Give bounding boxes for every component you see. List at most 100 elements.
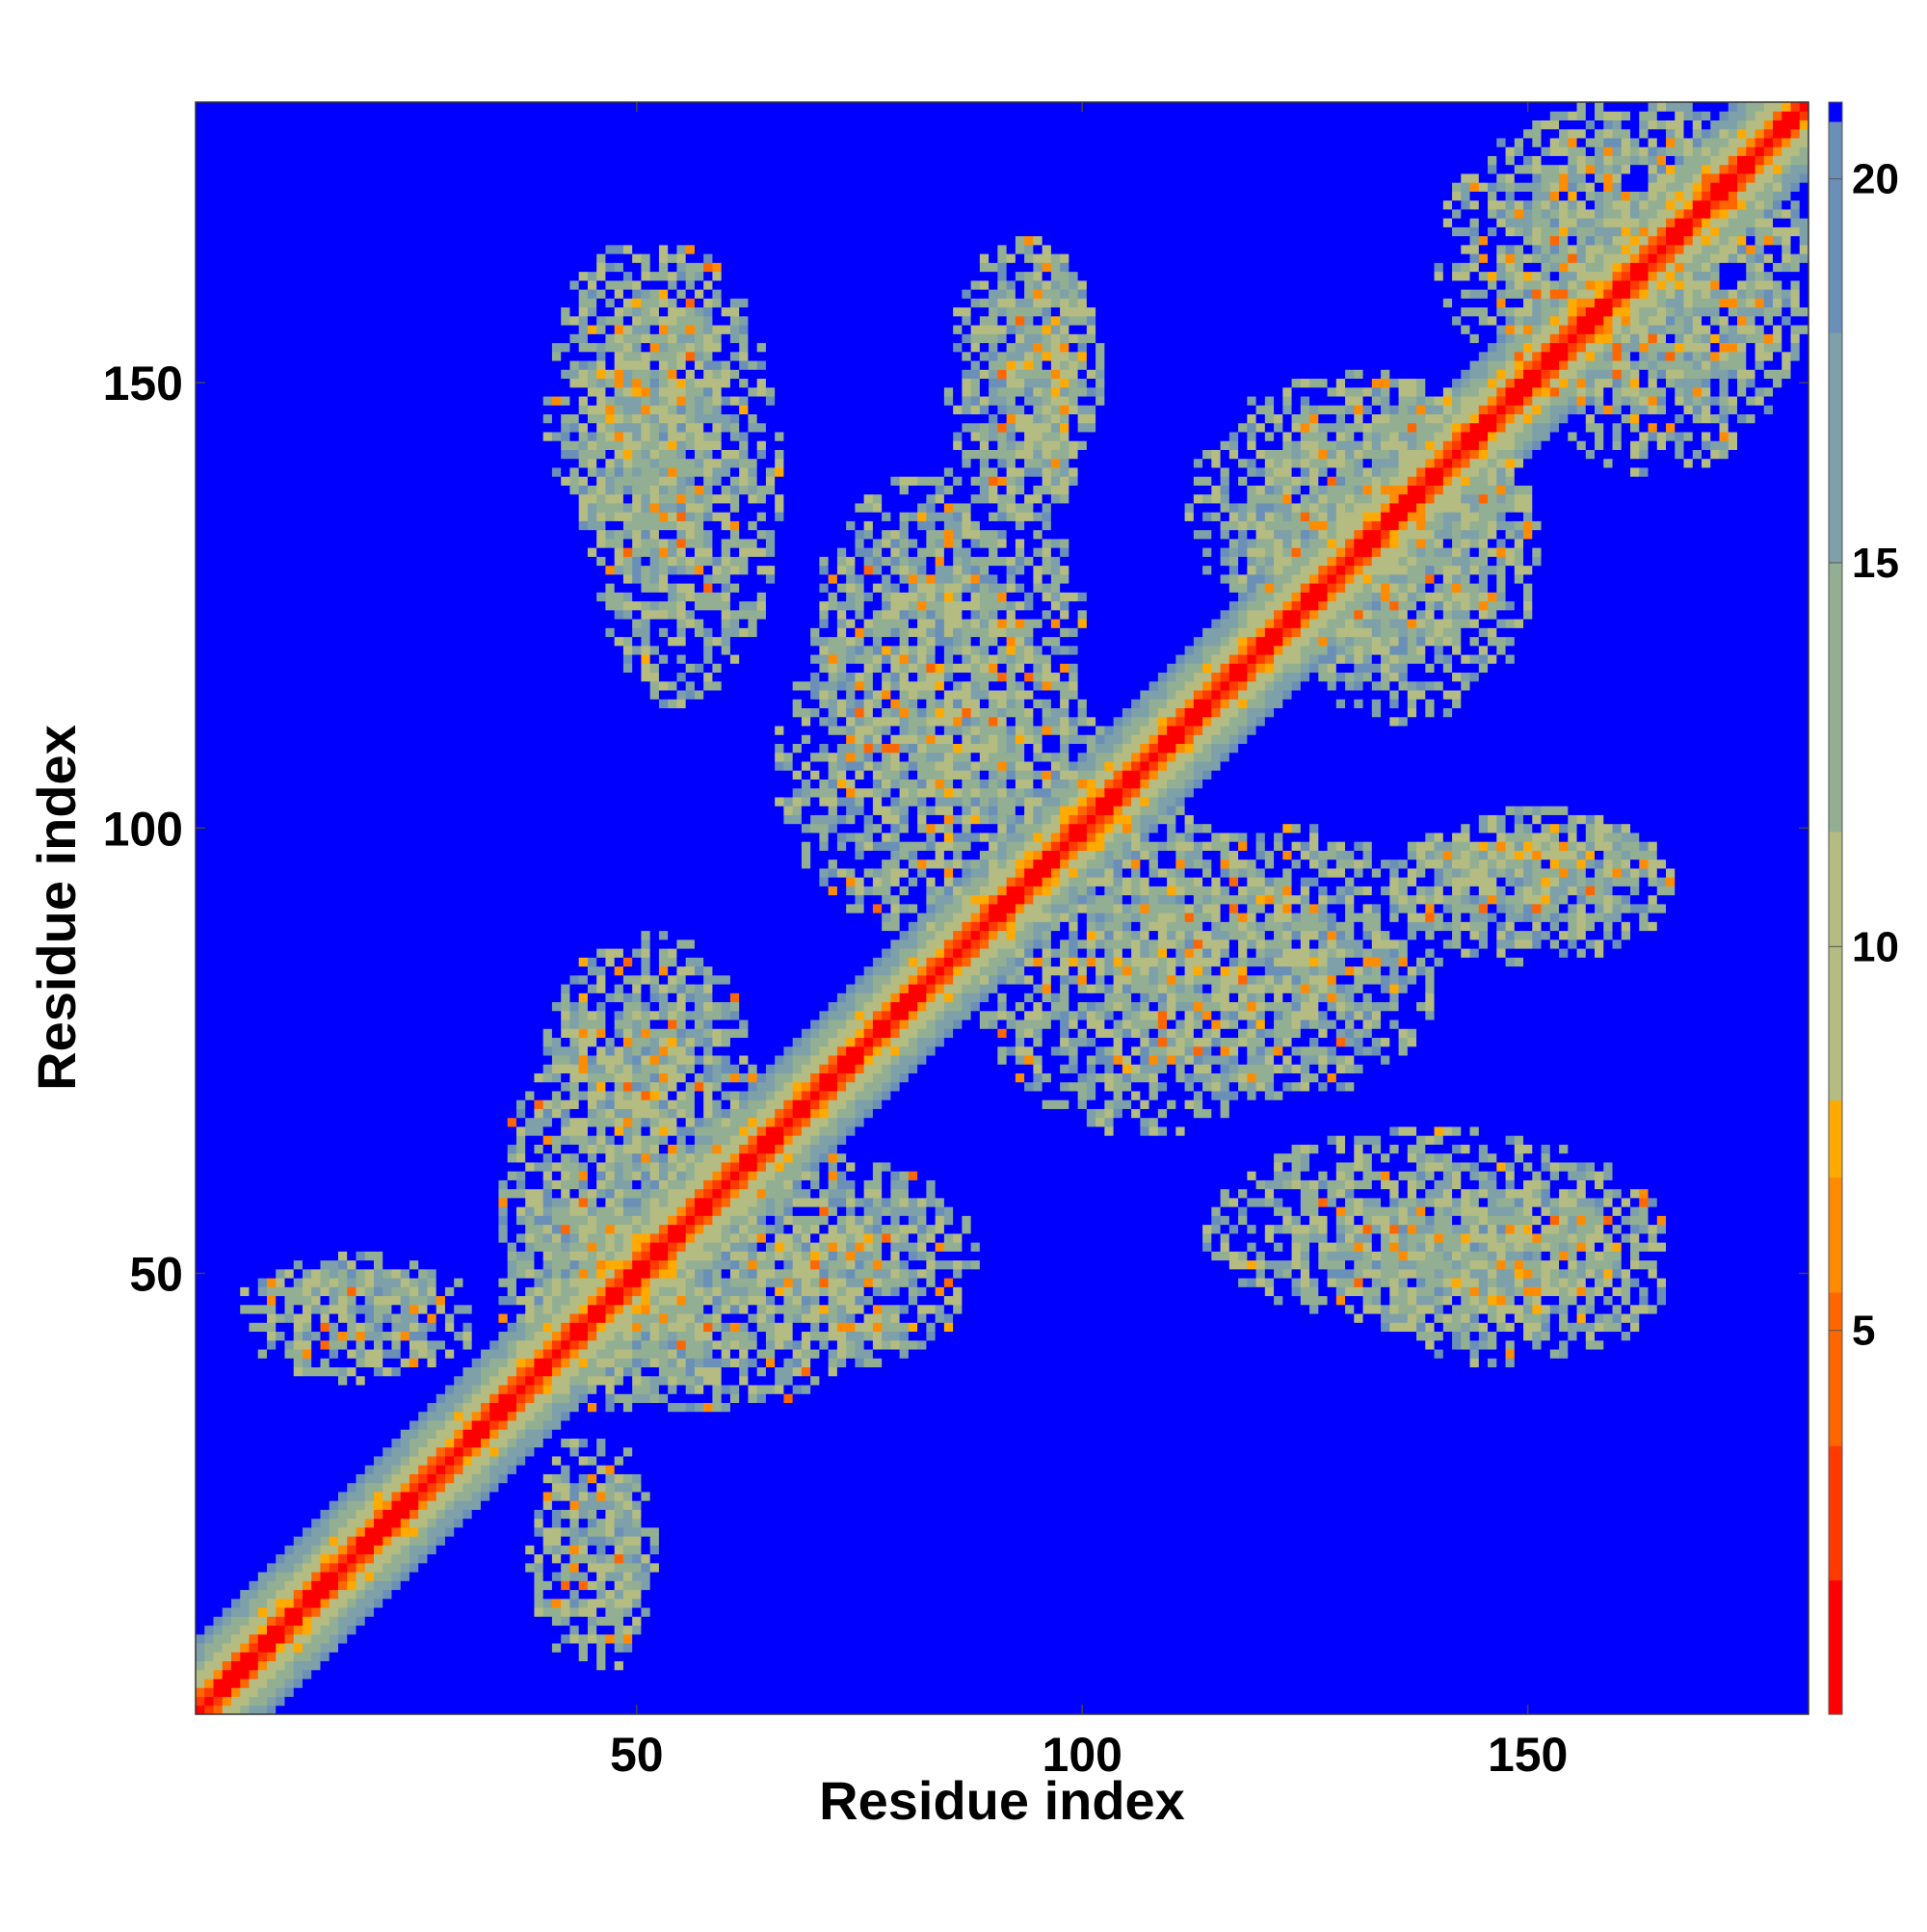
heatmap-cell: [391, 459, 401, 468]
heatmap-cell: [311, 574, 321, 584]
heatmap-cell: [196, 1376, 205, 1386]
heatmap-cell: [347, 1643, 356, 1653]
heatmap-cell: [267, 182, 277, 192]
heatmap-cell: [338, 155, 348, 165]
heatmap-cell: [320, 245, 330, 254]
heatmap-cell: [418, 1322, 428, 1332]
heatmap-cell: [374, 948, 383, 958]
heatmap-cell: [204, 1697, 214, 1707]
heatmap-cell: [294, 1465, 304, 1474]
heatmap-cell: [204, 459, 214, 468]
heatmap-cell: [267, 957, 277, 966]
heatmap-cell: [347, 1296, 356, 1306]
heatmap-cell: [294, 1153, 304, 1163]
heatmap-cell: [223, 592, 232, 601]
heatmap-cell: [383, 566, 392, 575]
heatmap-cell: [409, 1038, 419, 1047]
heatmap-cell: [383, 1456, 392, 1466]
heatmap-cell: [204, 1500, 214, 1510]
heatmap-cell: [374, 1420, 383, 1430]
heatmap-cell: [338, 1286, 348, 1296]
heatmap-cell: [347, 1456, 356, 1466]
heatmap-cell: [401, 886, 410, 895]
heatmap-cell: [258, 984, 268, 993]
heatmap-cell: [374, 111, 383, 120]
heatmap-cell: [391, 530, 401, 540]
heatmap-cell: [418, 1332, 428, 1341]
heatmap-cell: [418, 1420, 428, 1430]
heatmap-cell: [258, 1118, 268, 1127]
heatmap-cell: [320, 770, 330, 780]
heatmap-cell: [418, 1055, 428, 1065]
heatmap-cell: [196, 146, 205, 156]
heatmap-cell: [365, 744, 375, 754]
heatmap-cell: [338, 333, 348, 343]
heatmap-cell: [276, 1376, 285, 1386]
heatmap-cell: [356, 1349, 365, 1359]
heatmap-cell: [330, 414, 339, 424]
heatmap-cell: [338, 165, 348, 174]
heatmap-cell: [374, 1483, 383, 1493]
heatmap-cell: [409, 1162, 419, 1172]
heatmap-cell: [258, 476, 268, 486]
heatmap-cell: [294, 459, 304, 468]
heatmap-cell: [347, 1385, 356, 1394]
heatmap-cell: [196, 129, 205, 139]
heatmap-cell: [303, 592, 312, 601]
heatmap-cell: [401, 913, 410, 922]
heatmap-cell: [258, 1073, 268, 1083]
heatmap-cell: [401, 467, 410, 477]
heatmap-cell: [311, 1286, 321, 1296]
heatmap-cell: [374, 236, 383, 246]
heatmap-cell: [391, 226, 401, 236]
heatmap-cell: [240, 1269, 250, 1279]
heatmap-cell: [356, 236, 365, 246]
heatmap-cell: [418, 788, 428, 798]
heatmap-cell: [267, 850, 277, 860]
heatmap-cell: [418, 1296, 428, 1306]
heatmap-cell: [276, 476, 285, 486]
heatmap-cell: [356, 1011, 365, 1020]
heatmap-cell: [401, 1402, 410, 1412]
heatmap-cell: [223, 1118, 232, 1127]
heatmap-cell: [231, 931, 241, 940]
heatmap-cell: [330, 379, 339, 388]
heatmap-cell: [249, 850, 258, 860]
heatmap-cell: [303, 1091, 312, 1100]
heatmap-cell: [284, 717, 294, 727]
heatmap-cell: [231, 556, 241, 566]
heatmap-cell: [374, 1572, 383, 1581]
heatmap-cell: [330, 200, 339, 210]
heatmap-cell: [418, 833, 428, 842]
heatmap-cell: [356, 1661, 365, 1671]
heatmap-cell: [330, 289, 339, 299]
heatmap-cell: [294, 414, 304, 424]
heatmap-cell: [294, 209, 304, 219]
heatmap-cell: [374, 1286, 383, 1296]
heatmap-cell: [374, 432, 383, 441]
heatmap-cell: [401, 414, 410, 424]
heatmap-cell: [303, 1599, 312, 1608]
heatmap-cell: [240, 841, 250, 851]
heatmap-cell: [374, 119, 383, 129]
heatmap-cell: [204, 556, 214, 566]
heatmap-cell: [231, 1580, 241, 1590]
heatmap-cell: [391, 200, 401, 210]
heatmap-cell: [284, 761, 294, 771]
heatmap-cell: [356, 1367, 365, 1377]
heatmap-cell: [240, 1536, 250, 1546]
heatmap-cell: [356, 1019, 365, 1029]
heatmap-cell: [391, 824, 401, 834]
heatmap-cell: [276, 788, 285, 798]
heatmap-cell: [338, 1385, 348, 1394]
heatmap-cell: [214, 503, 224, 513]
heatmap-cell: [311, 387, 321, 397]
heatmap-cell: [401, 520, 410, 530]
heatmap-cell: [214, 646, 224, 655]
heatmap-cell: [276, 824, 285, 834]
heatmap-cell: [365, 1412, 375, 1421]
heatmap-cell: [284, 272, 294, 281]
heatmap-cell: [320, 379, 330, 388]
heatmap-cell: [330, 1073, 339, 1083]
heatmap-cell: [258, 272, 268, 281]
